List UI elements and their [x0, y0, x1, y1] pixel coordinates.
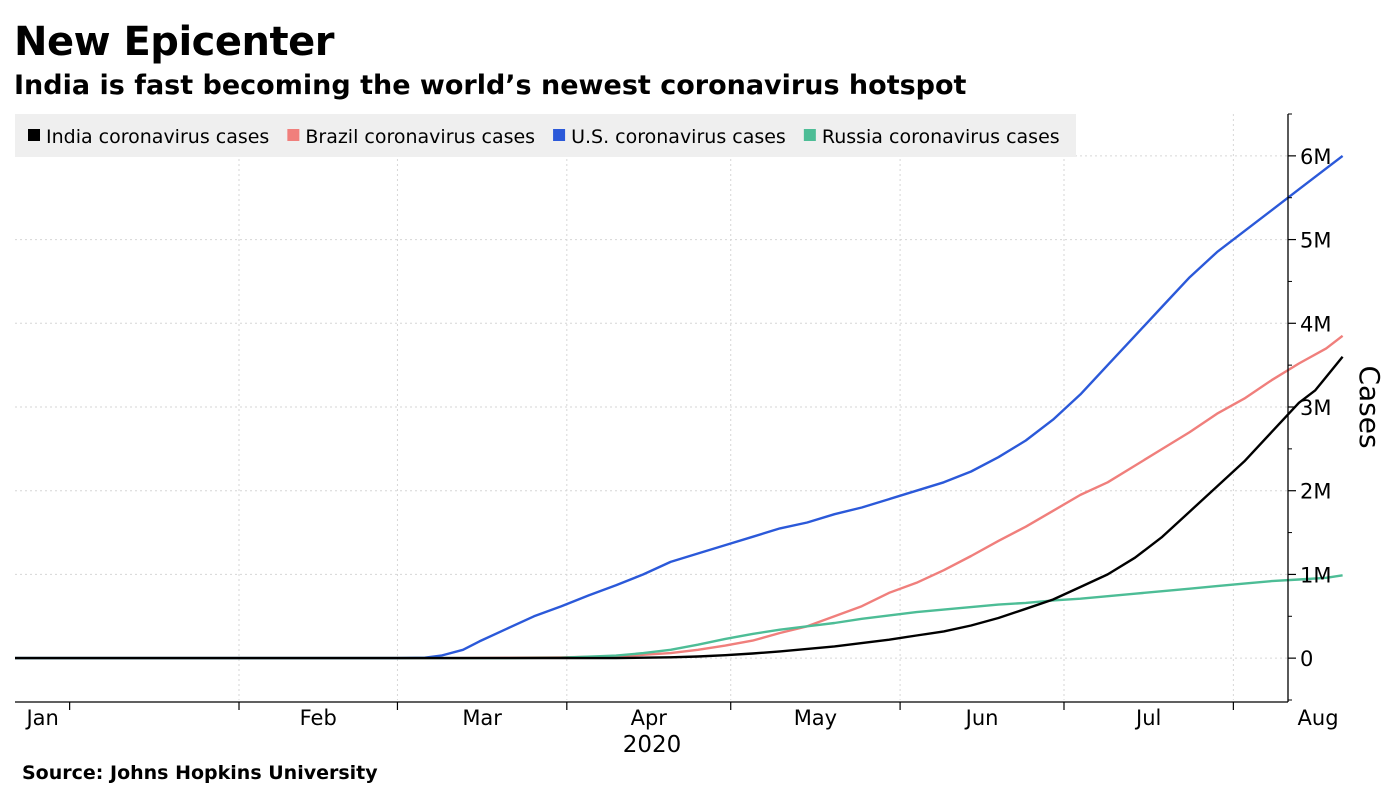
source-note: Source: Johns Hopkins University — [22, 762, 378, 784]
series-line-brazil — [15, 334, 1344, 660]
legend-swatch — [803, 129, 816, 141]
y-axis-label: Cases — [1353, 365, 1386, 448]
series-line-russia — [15, 574, 1343, 660]
y-tick-label: 4M — [1300, 312, 1331, 336]
x-axis-year-label: 2020 — [623, 732, 682, 758]
x-tick-label: Aug — [1298, 706, 1339, 730]
chart-title: New Epicenter — [14, 19, 334, 65]
legend: India coronavirus cases Brazil coronaviru… — [15, 114, 1076, 157]
y-tick-label: 1M — [1300, 563, 1331, 587]
legend-background — [15, 114, 1076, 157]
x-tick-label: Jun — [964, 706, 999, 730]
series-line-india — [15, 356, 1344, 660]
x-tick-label: Feb — [300, 706, 337, 730]
series-lines — [15, 154, 1344, 660]
y-tick-label: 2M — [1300, 480, 1331, 504]
legend-swatch — [287, 129, 300, 141]
legend-swatch — [28, 129, 40, 141]
x-tick-label: Jul — [1134, 706, 1161, 730]
legend-label: U.S. coronavirus cases — [571, 126, 786, 148]
x-tick-label: Mar — [462, 706, 502, 730]
axes: 0 1M 2M 3M 4M 5M 6M Jan Feb Mar Apr May Jun Jul Aug — [15, 113, 1339, 730]
legend-label: India coronavirus cases — [46, 126, 269, 148]
y-tick-label: 0 — [1300, 647, 1313, 671]
series-line-us — [15, 154, 1344, 660]
y-tick-label: 6M — [1300, 145, 1331, 169]
y-tick-label: 3M — [1300, 396, 1331, 420]
x-tick-label: Apr — [631, 706, 668, 730]
legend-label: Russia coronavirus cases — [822, 126, 1060, 148]
x-tick-label: Jan — [24, 706, 58, 730]
y-tick-label: 5M — [1300, 229, 1331, 253]
legend-swatch — [553, 129, 566, 141]
grid-lines — [15, 114, 1288, 700]
legend-label: Brazil coronavirus cases — [305, 126, 535, 148]
chart-subtitle: India is fast becoming the world’s newes… — [14, 70, 967, 101]
x-tick-label: May — [794, 706, 837, 730]
